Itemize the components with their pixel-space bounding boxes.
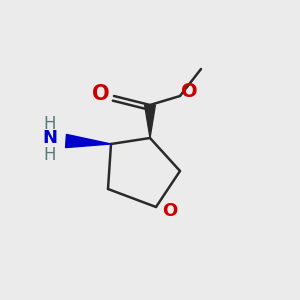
Text: H: H (43, 116, 56, 134)
Text: O: O (181, 82, 197, 101)
Polygon shape (66, 134, 111, 148)
Polygon shape (145, 105, 155, 138)
Text: O: O (162, 202, 177, 220)
Text: H: H (43, 146, 56, 164)
Text: O: O (92, 85, 109, 104)
Text: N: N (42, 129, 57, 147)
